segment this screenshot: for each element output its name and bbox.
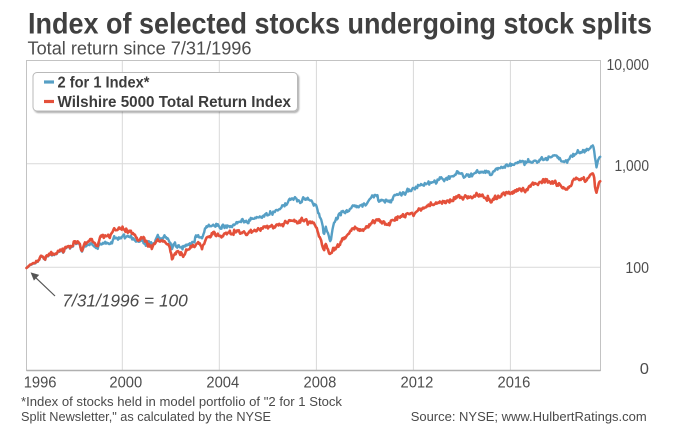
svg-text:Split Newsletter," as calculat: Split Newsletter," as calculated by the …: [21, 409, 271, 424]
svg-text:2008: 2008: [304, 375, 337, 392]
svg-text:100: 100: [625, 260, 649, 277]
svg-text:1,000: 1,000: [615, 158, 650, 175]
svg-text:2012: 2012: [401, 375, 434, 392]
svg-text:7/31/1996 = 100: 7/31/1996 = 100: [62, 291, 188, 311]
svg-text:0: 0: [640, 361, 649, 378]
svg-text:Index of selected stocks under: Index of selected stocks undergoing stoc…: [28, 8, 652, 41]
svg-text:2 for 1 Index*: 2 for 1 Index*: [58, 74, 151, 91]
svg-text:1996: 1996: [24, 375, 57, 392]
svg-text:2000: 2000: [109, 375, 142, 392]
svg-text:Wilshire 5000 Total Return Ind: Wilshire 5000 Total Return Index: [58, 94, 292, 111]
svg-text:2016: 2016: [498, 375, 531, 392]
svg-text:10,000: 10,000: [607, 57, 650, 74]
svg-text:Total return since 7/31/1996: Total return since 7/31/1996: [28, 38, 252, 58]
svg-text:2004: 2004: [206, 375, 239, 392]
svg-text:Source: NYSE; www.HulbertRatin: Source: NYSE; www.HulbertRatings.com: [411, 409, 647, 424]
svg-text:*Index of stocks held in model: *Index of stocks held in model portfolio…: [21, 394, 343, 409]
